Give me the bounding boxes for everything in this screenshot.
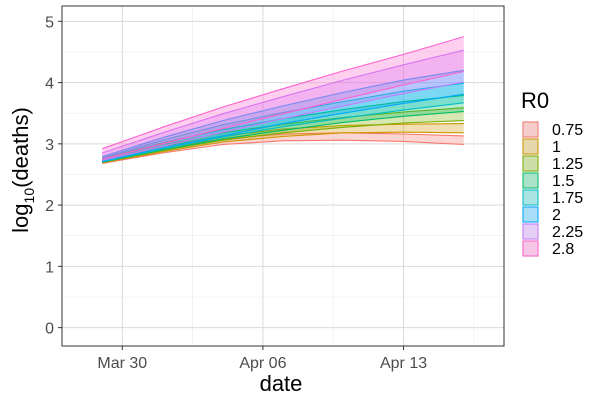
series-lower-line-4 (102, 102, 464, 163)
y-tick-label: 0 (45, 321, 54, 338)
legend-swatch-5 (522, 206, 539, 223)
legend-key-bg (522, 155, 539, 172)
legend-key-bg (522, 172, 539, 189)
x-tick-label: Apr 06 (239, 355, 286, 372)
legend-title: R0 (521, 88, 549, 113)
panel-border (61, 5, 505, 347)
x-tick-label: Apr 13 (380, 355, 427, 372)
series-band-1 (102, 123, 464, 163)
y-axis-title: log10(deaths) (8, 107, 37, 233)
y-tick-label: 4 (45, 76, 54, 93)
series-lower-line-0 (102, 139, 464, 164)
series-bands (61, 5, 505, 347)
series-upper-line-2 (102, 107, 464, 160)
legend-label-7: 2.8 (552, 241, 574, 258)
legend-label-5: 2 (552, 207, 561, 224)
y-tick-label: 5 (45, 14, 54, 31)
series-band-7 (102, 36, 464, 160)
legend-key-bg (522, 206, 539, 223)
y-axis-ticks: 0 1 2 3 4 5 (45, 14, 62, 338)
legend-swatch-4 (522, 189, 539, 206)
y-axis-title-subscript: 10 (21, 188, 37, 204)
legend-key-bg (522, 121, 539, 138)
series-band-6 (102, 50, 464, 161)
x-tick-label: Mar 30 (97, 355, 147, 372)
legend-label-0: 0.75 (552, 122, 583, 139)
series-lower-line-1 (102, 131, 464, 164)
legend-label-6: 2.25 (552, 224, 583, 241)
legend-label-3: 1.5 (552, 173, 574, 190)
legend-swatch-0 (522, 121, 539, 138)
legend-swatch-2 (522, 155, 539, 172)
plot-panel (62, 6, 504, 346)
legend-swatch-7 (522, 240, 539, 257)
series-upper-line-5 (102, 69, 464, 158)
series-lower-line-3 (102, 110, 464, 163)
legend-swatch-3 (522, 172, 539, 189)
y-tick-label: 2 (45, 198, 54, 215)
y-axis-title-paren: (deaths) (8, 107, 33, 188)
series-lower-line-5 (102, 93, 464, 163)
series-lower-line-6 (102, 81, 464, 161)
series-band-3 (102, 95, 464, 163)
x-axis-ticks: Mar 30 Apr 06 Apr 13 (97, 346, 427, 372)
legend-key-bg (522, 223, 539, 240)
legend-label-1: 1 (552, 139, 561, 156)
legend-label-2: 1.25 (552, 156, 583, 173)
legend-key-bg (522, 189, 539, 206)
y-tick-label: 3 (45, 137, 54, 154)
series-upper-line-4 (102, 82, 464, 159)
panel-background (62, 6, 504, 346)
x-axis-title: date (260, 371, 303, 396)
series-band-2 (102, 107, 464, 163)
legend-key-bg (522, 240, 539, 257)
legend-key-bg (522, 138, 539, 155)
y-tick-label: 1 (45, 259, 54, 276)
legend-swatch-1 (522, 138, 539, 155)
legend-label-4: 1.75 (552, 190, 583, 207)
series-upper-line-6 (102, 49, 464, 154)
series-upper-line-7 (102, 36, 464, 150)
series-lower-line-7 (102, 70, 464, 160)
legend-swatch-6 (522, 223, 539, 240)
series-lower-line-2 (102, 120, 464, 163)
